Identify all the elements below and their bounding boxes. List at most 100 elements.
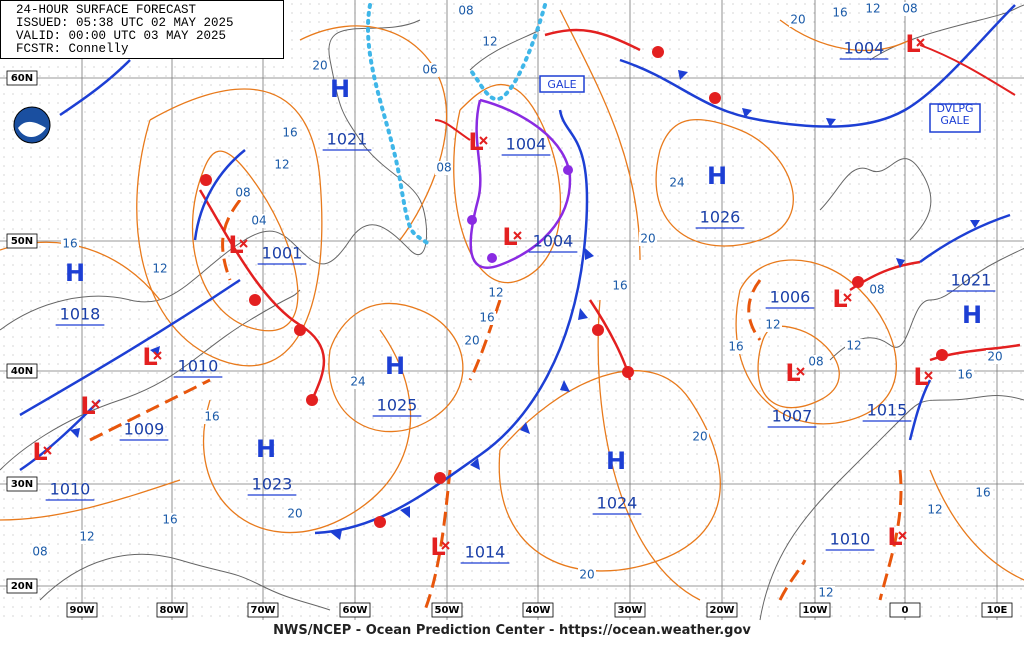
- isobar-label: 20: [312, 59, 327, 73]
- isobar-label: 12: [818, 586, 833, 600]
- isobar-label-bg: [478, 311, 496, 325]
- longitude-label: 30W: [618, 605, 643, 616]
- isobar-label: 20: [464, 334, 479, 348]
- longitude-box: [981, 602, 1013, 618]
- isobar-label-bg: [807, 355, 825, 369]
- isobar-label-bg: [974, 486, 992, 500]
- pressure-value: 1010: [178, 357, 219, 376]
- isobar-label: 12: [488, 286, 503, 300]
- low-mark: [796, 367, 805, 376]
- isobar-label: 12: [865, 2, 880, 16]
- isobar-label: 16: [975, 486, 990, 500]
- pressure-value: 1006: [770, 288, 811, 307]
- isobar-label-bg: [831, 6, 849, 20]
- latitude-box: [6, 578, 38, 594]
- isobar-label-bg: [234, 186, 252, 200]
- isobar-label: 20: [790, 13, 805, 27]
- latitude-label: 60N: [11, 73, 33, 84]
- isobar-label-bg: [691, 430, 709, 444]
- isobar-label-bg: [203, 410, 221, 424]
- low-symbol: L: [887, 523, 902, 551]
- longitude-label: 90W: [70, 605, 95, 616]
- latitude-box: [6, 233, 38, 249]
- low-mark: [479, 136, 488, 145]
- pressure-value: 1009: [124, 420, 165, 439]
- isobar-label-bg: [639, 232, 657, 246]
- isobar-label: 24: [669, 176, 684, 190]
- isobar-label-bg: [901, 2, 919, 16]
- graticule: [0, 0, 1024, 620]
- high-symbol: H: [606, 447, 626, 475]
- warning-label: GALE: [547, 78, 576, 91]
- low-symbol: L: [430, 533, 445, 561]
- isobar-label-bg: [868, 283, 886, 297]
- pressure-value: 1004: [844, 39, 885, 58]
- isobar-label-bg: [349, 375, 367, 389]
- isobar-label-bg: [481, 35, 499, 49]
- isobar-label-bg: [956, 368, 974, 382]
- isobar-label-bg: [161, 513, 179, 527]
- isobar-label: 20: [640, 232, 655, 246]
- longitude-box: [247, 602, 279, 618]
- isobar-label: 20: [579, 568, 594, 582]
- isobar-label: 12: [927, 503, 942, 517]
- pressure-value: 1014: [465, 543, 506, 562]
- longitude-box: [889, 602, 921, 618]
- longitude-label: 60W: [343, 605, 368, 616]
- longitude-label: 80W: [160, 605, 185, 616]
- latitude-label: 20N: [11, 581, 33, 592]
- isobar-label: 12: [765, 318, 780, 332]
- longitude-box: [66, 602, 98, 618]
- isobar-label-bg: [727, 340, 745, 354]
- low-mark: [153, 351, 162, 360]
- low-mark: [843, 293, 852, 302]
- pressure-value: 1024: [597, 494, 638, 513]
- high-symbol: H: [962, 301, 982, 329]
- isobar-label: 16: [728, 340, 743, 354]
- isobar-label: 08: [869, 283, 884, 297]
- header-line: 24-HOUR SURFACE FORECAST: [16, 3, 197, 17]
- isobar-label-bg: [421, 63, 439, 77]
- isobar-label-bg: [926, 503, 944, 517]
- coastlines: [0, 4, 1024, 621]
- isobar-label-bg: [463, 334, 481, 348]
- pressure-value: 1018: [60, 305, 101, 324]
- latitude-label: 40N: [11, 366, 33, 377]
- isobar-label: 12: [846, 339, 861, 353]
- isobar-label: 24: [350, 375, 365, 389]
- isobar-label-bg: [817, 586, 835, 600]
- isobar-label: 12: [152, 262, 167, 276]
- isobar-label: 16: [204, 410, 219, 424]
- isobar-label-bg: [281, 126, 299, 140]
- low-symbol: L: [142, 343, 157, 371]
- high-symbol: H: [707, 162, 727, 190]
- longitude-box: [339, 602, 371, 618]
- low-symbol: L: [228, 231, 243, 259]
- low-mark: [916, 38, 925, 47]
- isobar-label: 16: [162, 513, 177, 527]
- isobar-label-bg: [31, 545, 49, 559]
- pressure-value: 1004: [506, 135, 547, 154]
- header-line: ISSUED: 05:38 UTC 02 MAY 2025: [16, 16, 234, 30]
- low-symbol: L: [80, 392, 95, 420]
- isobar-label-bg: [668, 176, 686, 190]
- header-box: 24-HOUR SURFACE FORECAST ISSUED: 05:38 U…: [0, 0, 284, 59]
- high-symbol: H: [256, 435, 276, 463]
- pressure-value: 1025: [377, 396, 418, 415]
- longitude-label: 20W: [710, 605, 735, 616]
- isobar-label-bg: [487, 286, 505, 300]
- isobar-label: 20: [692, 430, 707, 444]
- longitude-label: 10E: [987, 605, 1008, 616]
- isobar-label-bg: [457, 4, 475, 18]
- longitude-label: 50W: [435, 605, 460, 616]
- isobar-label: 16: [479, 311, 494, 325]
- pressure-value: 1023: [252, 475, 293, 494]
- latitude-box: [6, 70, 38, 86]
- latitude-label: 30N: [11, 479, 33, 490]
- pressure-value: 1010: [830, 530, 871, 549]
- low-symbol: L: [32, 438, 47, 466]
- isobar-label: 08: [808, 355, 823, 369]
- isobar-label: 12: [79, 530, 94, 544]
- high-symbol: H: [385, 352, 405, 380]
